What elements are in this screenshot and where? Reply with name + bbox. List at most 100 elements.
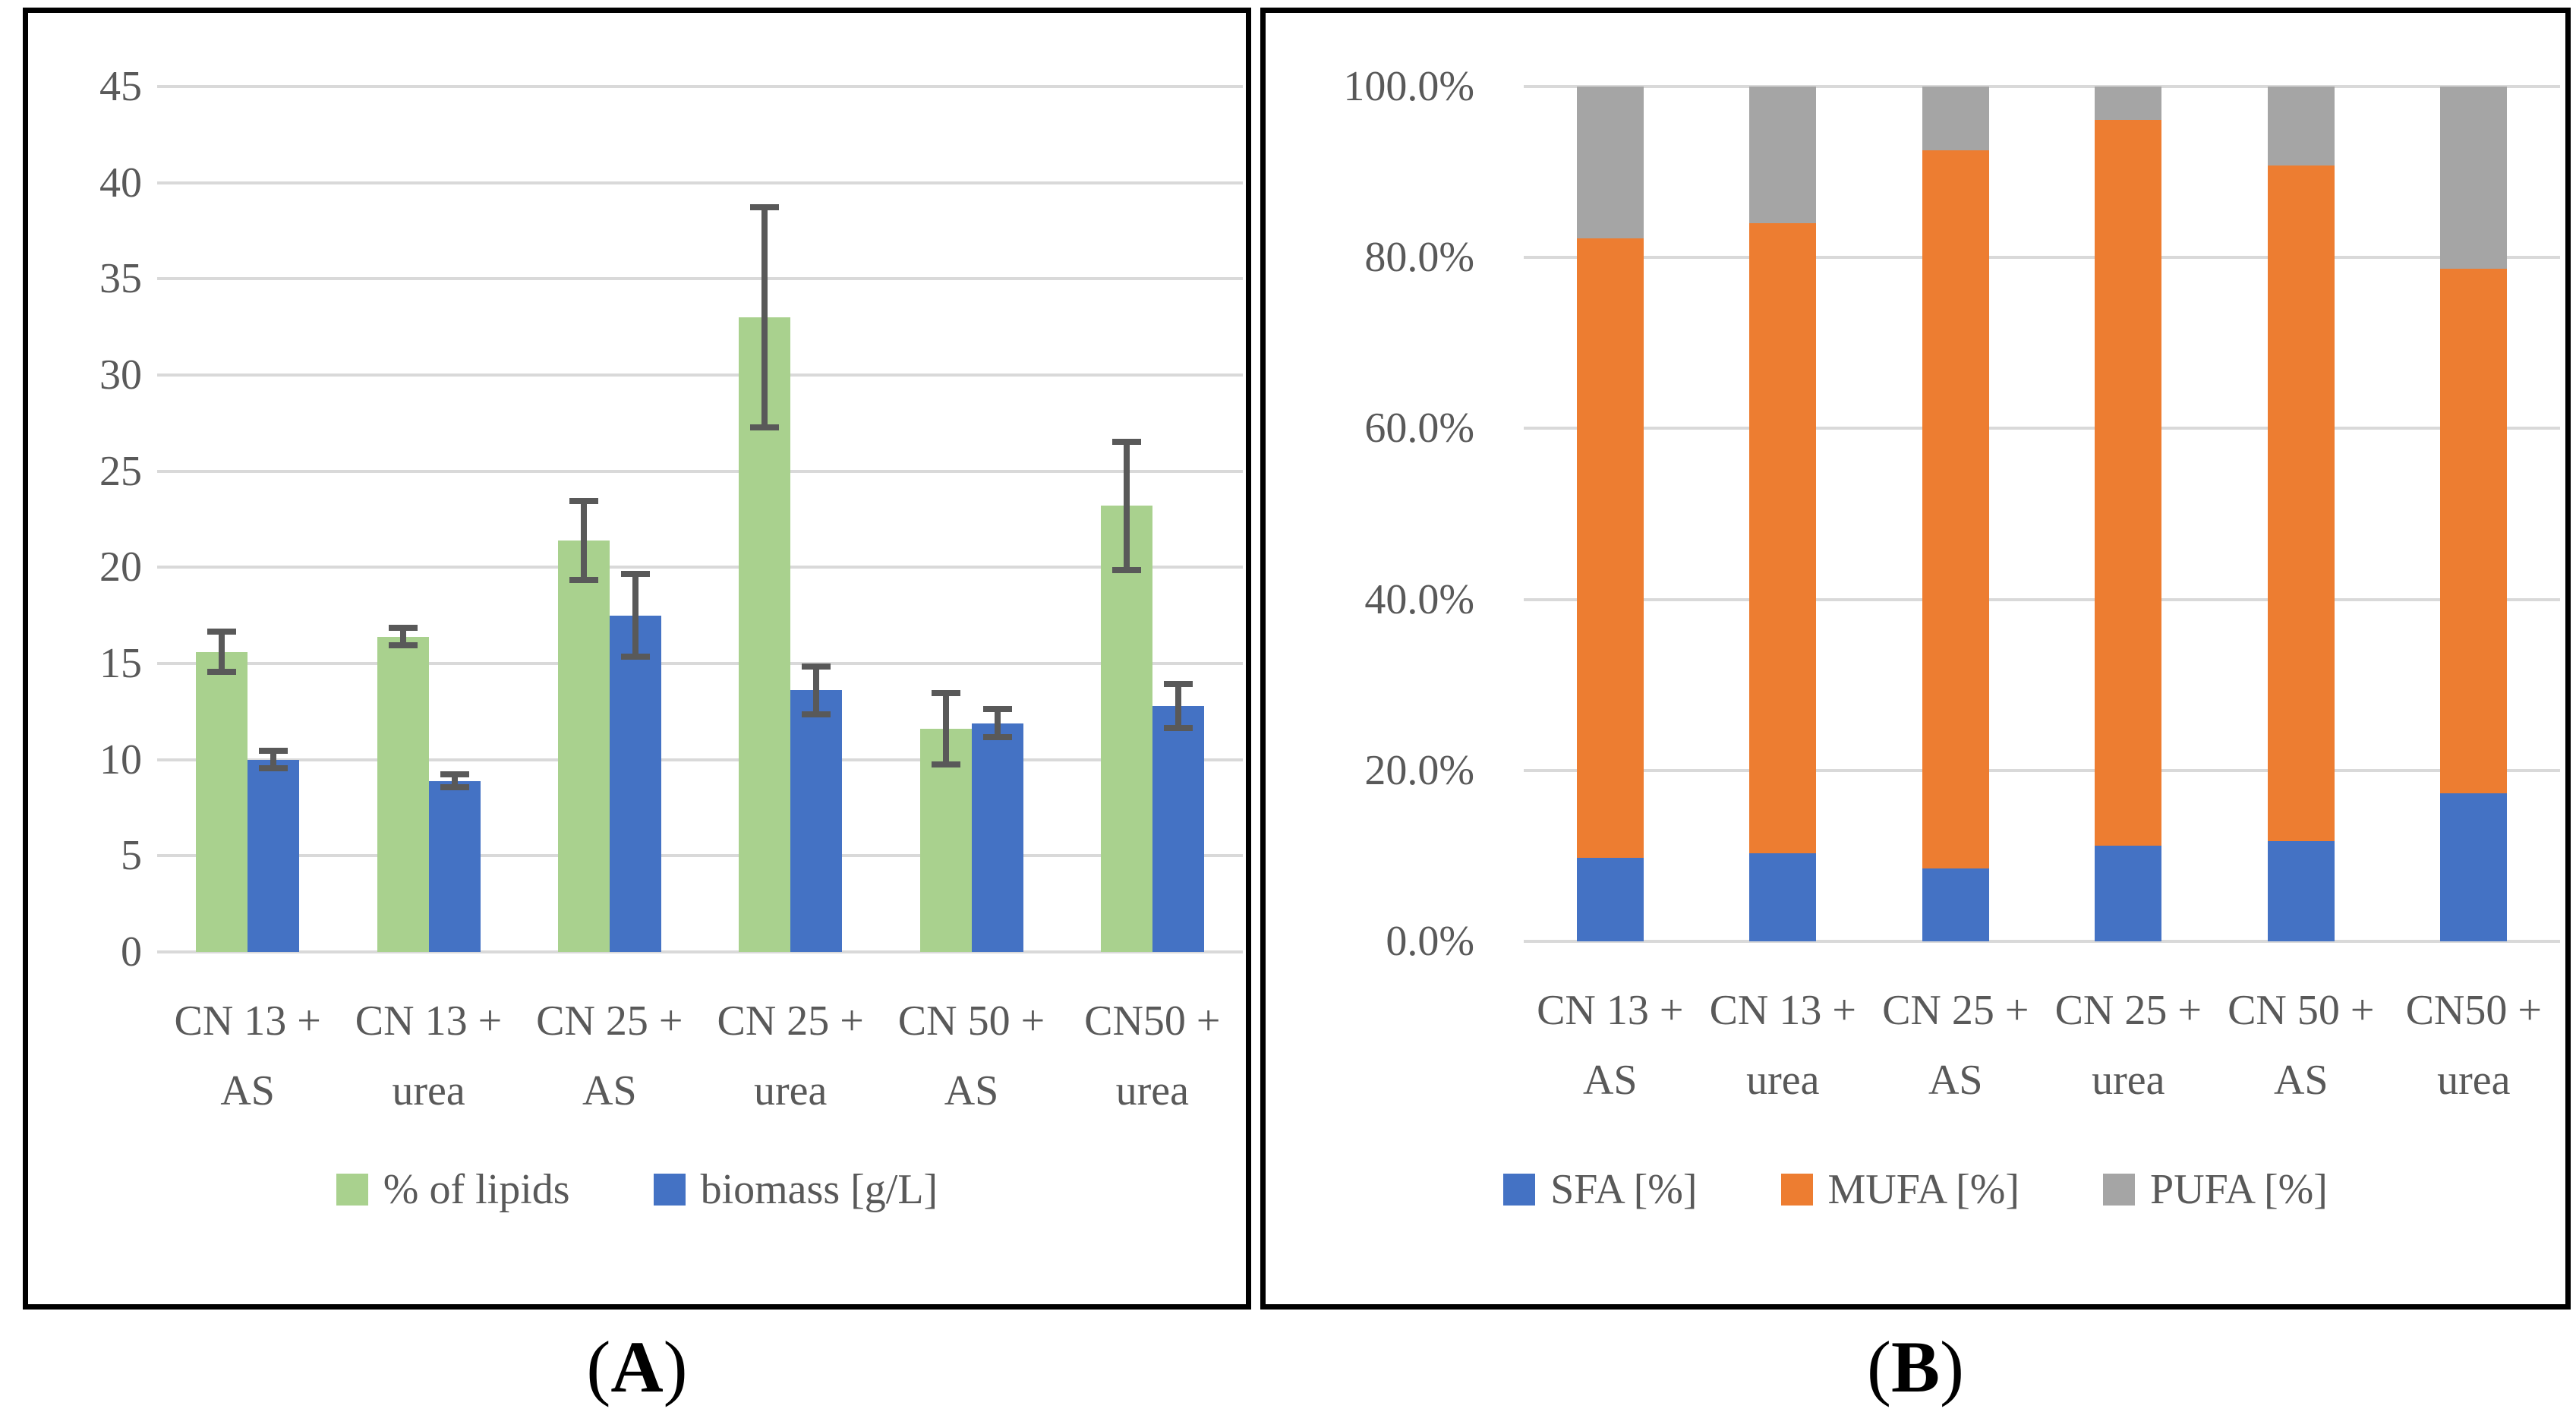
- error-bar-stem: [1174, 680, 1181, 731]
- segment-sfa: [1922, 868, 1989, 941]
- gridline: [1524, 768, 2560, 772]
- legend-swatch-mufa: [1780, 1174, 1813, 1206]
- gridline: [157, 181, 1243, 184]
- legend-item-biomass-g-l: biomass [g/L]: [653, 1166, 938, 1213]
- bar-of-lipids: [196, 651, 248, 952]
- gridline: [1524, 427, 2560, 430]
- x-tick-label: CN 50 + AS: [897, 998, 1045, 1114]
- y-tick-label: 80.0%: [1364, 234, 1474, 282]
- caption-b: (B): [1260, 1325, 2571, 1408]
- error-bar: [207, 629, 237, 676]
- error-bar: [620, 571, 650, 660]
- legend-item-sfa: SFA [%]: [1503, 1167, 1698, 1212]
- plot-area-b: [1524, 85, 2560, 943]
- y-tick-label: 100.0%: [1343, 63, 1474, 110]
- legend-swatch-biomass-g-l: [653, 1174, 686, 1206]
- gridline: [157, 566, 1243, 569]
- x-tick-label: CN50 + urea: [2405, 987, 2542, 1104]
- error-bar: [931, 690, 960, 767]
- bar-of-lipids: [1100, 506, 1152, 952]
- segment-sfa: [2267, 841, 2335, 941]
- bar-biomass-g-l: [1152, 705, 1204, 952]
- y-tick-label: 35: [99, 255, 142, 303]
- error-bar-stem: [1123, 438, 1130, 573]
- error-bar-stem: [219, 629, 225, 676]
- x-tick-label: CN 13 + urea: [1709, 987, 1856, 1104]
- legend-swatch-pufa: [2103, 1174, 2136, 1206]
- segment-mufa: [2267, 165, 2335, 842]
- x-tick-label: CN50 + urea: [1084, 998, 1221, 1114]
- caption-b-close-paren: ): [1940, 1326, 1964, 1407]
- legend-swatch-of-lipids: [336, 1174, 368, 1206]
- bar-biomass-g-l: [428, 780, 481, 952]
- plot-area-a: [157, 85, 1243, 953]
- y-tick-label: 60.0%: [1364, 405, 1474, 452]
- segment-mufa: [1749, 223, 1817, 854]
- legend-swatch-sfa: [1503, 1174, 1536, 1206]
- segment-pufa: [1576, 87, 1644, 239]
- segment-pufa: [1749, 87, 1817, 224]
- x-tick-label: CN 13 + urea: [355, 998, 503, 1114]
- segment-pufa: [2440, 87, 2508, 269]
- error-bar: [259, 748, 288, 771]
- error-bar: [1163, 680, 1193, 731]
- segment-mufa: [2440, 268, 2508, 794]
- gridline: [157, 950, 1243, 953]
- segment-pufa: [1922, 87, 1989, 151]
- segment-sfa: [1576, 857, 1644, 941]
- legend-item-pufa: PUFA [%]: [2103, 1167, 2328, 1212]
- x-tick-label: CN 13 + AS: [1537, 987, 1684, 1104]
- error-bar-stem: [451, 771, 458, 791]
- x-tick-label: CN 50 + AS: [2228, 987, 2375, 1104]
- error-bar-stem: [942, 690, 949, 767]
- legend-label: biomass [g/L]: [700, 1166, 938, 1213]
- gridline: [1524, 85, 2560, 88]
- error-bar-stem: [761, 203, 768, 431]
- y-tick-label: 20.0%: [1364, 746, 1474, 794]
- error-bar-stem: [813, 663, 820, 717]
- error-bar-stem: [994, 705, 1001, 741]
- segment-mufa: [1922, 150, 1989, 869]
- segment-pufa: [2267, 87, 2335, 165]
- y-tick-label: 25: [99, 447, 142, 495]
- error-bar: [569, 498, 598, 583]
- caption-a: (A): [23, 1325, 1251, 1408]
- gridline: [157, 758, 1243, 761]
- x-tick-label: CN 25 + urea: [717, 998, 864, 1114]
- legend-label: PUFA [%]: [2150, 1166, 2328, 1213]
- legend-item-of-lipids: % of lipids: [336, 1167, 570, 1212]
- panel-a: 0 5 10 15 20 25 30 35 40 45 CN 13 + AS CN 13 + ure…: [23, 8, 1251, 1310]
- y-tick-label: 10: [99, 736, 142, 783]
- error-bar: [388, 625, 418, 648]
- gridline: [1524, 256, 2560, 260]
- y-tick-label: 0: [121, 928, 142, 975]
- segment-sfa: [2095, 845, 2162, 941]
- y-tick-label: 30: [99, 351, 142, 399]
- gridline: [157, 277, 1243, 281]
- segment-sfa: [1749, 853, 1817, 941]
- bar-biomass-g-l: [248, 759, 300, 952]
- gridline: [157, 469, 1243, 473]
- y-tick-label: 5: [121, 832, 142, 880]
- bar-of-lipids: [377, 636, 429, 952]
- y-tick-label: 0.0%: [1386, 918, 1474, 965]
- legend-a: % of lipids biomass [g/L]: [28, 1167, 1246, 1212]
- error-bar-stem: [580, 498, 587, 583]
- segment-mufa: [2095, 119, 2162, 846]
- legend-item-mufa: MUFA [%]: [1780, 1167, 2019, 1212]
- x-axis-a: CN 13 + AS CN 13 + urea CN 25 + AS CN 25 + …: [157, 986, 1243, 1153]
- caption-a-open-paren: (: [586, 1326, 611, 1407]
- error-bar: [802, 663, 831, 717]
- error-bar-stem: [632, 571, 638, 660]
- segment-mufa: [1576, 238, 1644, 858]
- bar-biomass-g-l: [971, 723, 1023, 952]
- legend-b: SFA [%] MUFA [%] PUFA [%]: [1266, 1167, 2565, 1212]
- error-bar-stem: [270, 748, 277, 771]
- bar-biomass-g-l: [609, 615, 661, 952]
- caption-b-open-paren: (: [1867, 1326, 1891, 1407]
- x-tick-label: CN 25 + AS: [536, 998, 683, 1114]
- x-tick-label: CN 13 + AS: [174, 998, 321, 1114]
- caption-b-letter: B: [1890, 1326, 1941, 1407]
- segment-pufa: [2095, 87, 2162, 120]
- error-bar: [982, 705, 1012, 741]
